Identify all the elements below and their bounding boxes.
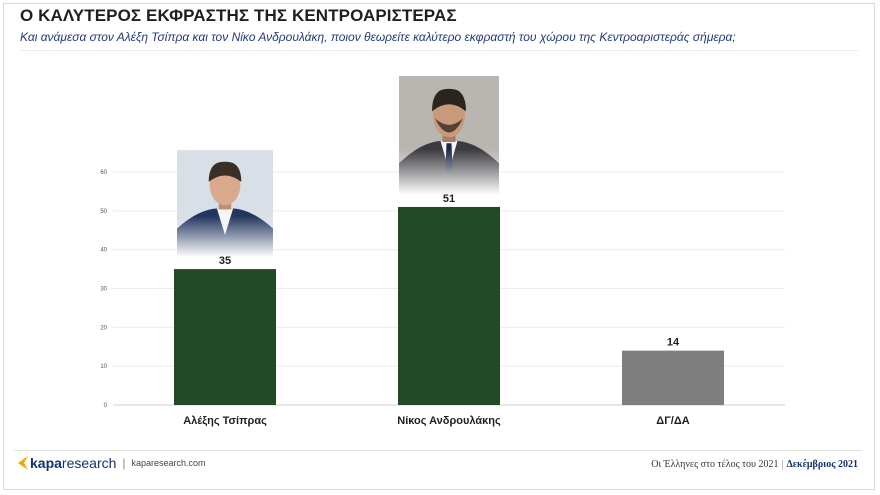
kapa-logo-icon	[18, 456, 28, 470]
bar	[398, 206, 500, 405]
y-tick-label: 40	[100, 248, 107, 254]
chart-title: Ο ΚΑΛΥΤΕΡΟΣ ΕΚΦΡΑΣΤΗΣ ΤΗΣ ΚΕΝΤΡΟΑΡΙΣΤΕΡΑ…	[20, 6, 457, 25]
brand-name: kaparesearch	[30, 455, 117, 471]
y-tick-label: 20	[100, 325, 107, 331]
survey-date: Δεκέμβριος 2021	[786, 459, 858, 470]
y-tick-label: 10	[100, 364, 107, 370]
data-label: 35	[219, 255, 231, 267]
candidate-photo	[177, 150, 273, 258]
data-label: 51	[443, 193, 455, 205]
survey-separator: |	[781, 459, 784, 470]
x-category-label: ΔΓ/ΔΑ	[656, 415, 689, 427]
value-labels: 35 51 14	[219, 193, 680, 349]
kapa-research-logo: kaparesearch | kaparesearch.com	[16, 455, 206, 471]
title-divider	[20, 50, 858, 51]
footer-divider	[14, 450, 862, 451]
y-tick-label: 30	[100, 287, 107, 293]
bars	[174, 206, 724, 405]
x-category-label: Νίκος Ανδρουλάκης	[397, 415, 501, 427]
candidate-photo	[399, 75, 499, 195]
y-tick-label: 50	[100, 209, 107, 215]
survey-info: Οι Έλληνες στο τέλος του 2021 | Δεκέμβριος…	[651, 459, 858, 470]
y-axis-ticks: 0 10 20 30 40 50 60	[100, 170, 107, 409]
bar	[174, 269, 276, 405]
brand-separator: |	[122, 456, 126, 470]
data-label: 14	[667, 337, 680, 349]
survey-name: Οι Έλληνες στο τέλος του 2021	[651, 459, 779, 470]
y-tick-label: 60	[100, 170, 107, 176]
x-category-label: Αλέξης Τσίπρας	[183, 415, 267, 427]
y-tick-label: 0	[104, 403, 108, 409]
bar	[622, 350, 724, 405]
candidate-photos	[177, 75, 499, 258]
brand-url: kaparesearch.com	[131, 458, 206, 468]
chart-subtitle: Και ανάμεσα στον Αλέξη Τσίπρα και τον Νί…	[20, 30, 736, 44]
x-axis-categories: Αλέξης Τσίπρας Νίκος Ανδρουλάκης ΔΓ/ΔΑ	[183, 415, 690, 427]
